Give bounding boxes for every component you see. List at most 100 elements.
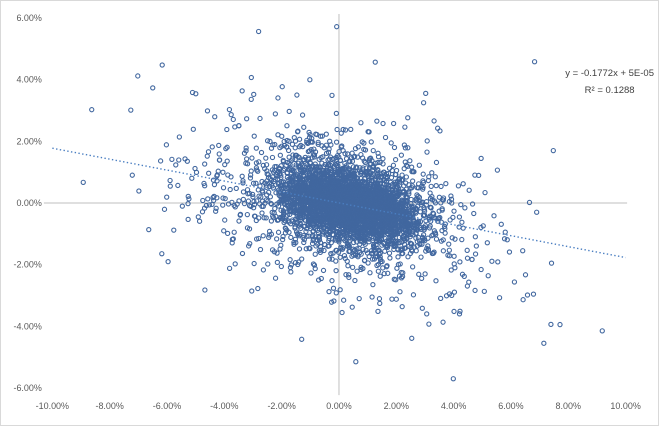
scatter-point xyxy=(296,144,303,150)
scatter-point xyxy=(495,259,501,265)
scatter-point xyxy=(346,274,352,281)
scatter-point xyxy=(355,212,362,218)
scatter-point xyxy=(390,120,397,127)
scatter-point xyxy=(257,246,264,253)
scatter-point xyxy=(419,199,426,205)
scatter-point xyxy=(315,277,322,283)
scatter-point xyxy=(368,161,374,167)
scatter-point xyxy=(261,215,267,221)
scatter-point xyxy=(342,232,348,239)
scatter-point xyxy=(313,131,319,137)
scatter-point xyxy=(226,265,233,271)
scatter-point xyxy=(240,189,247,195)
scatter-point xyxy=(268,218,275,224)
scatter-point xyxy=(205,196,211,202)
scatter-point xyxy=(250,205,257,211)
scatter-point xyxy=(234,201,240,207)
scatter-point xyxy=(382,248,388,254)
scatter-point xyxy=(409,241,415,247)
scatter-point xyxy=(381,270,387,277)
scatter-point xyxy=(337,177,343,183)
scatter-point xyxy=(232,261,238,267)
scatter-point xyxy=(195,214,201,220)
scatter-point xyxy=(347,248,353,254)
scatter-point xyxy=(206,202,213,208)
scatter-point xyxy=(290,199,296,205)
scatter-point xyxy=(501,236,508,242)
scatter-point xyxy=(378,219,385,225)
scatter-point xyxy=(274,170,281,176)
scatter-point xyxy=(213,208,219,214)
scatter-point xyxy=(377,231,384,237)
scatter-point xyxy=(310,205,316,211)
scatter-point xyxy=(356,167,363,173)
scatter-point xyxy=(498,221,504,227)
scatter-point xyxy=(375,159,381,166)
scatter-point xyxy=(239,250,246,257)
scatter-point xyxy=(401,226,407,233)
scatter-point xyxy=(300,169,307,175)
scatter-point xyxy=(375,150,381,156)
scatter-point xyxy=(283,196,289,203)
scatter-point xyxy=(274,236,280,242)
scatter-point xyxy=(385,270,391,276)
scatter-point xyxy=(368,247,375,254)
scatter-point xyxy=(376,296,383,302)
scatter-point xyxy=(451,289,458,295)
scatter-point xyxy=(290,205,296,211)
scatter-point xyxy=(223,145,229,152)
scatter-point xyxy=(294,129,301,135)
scatter-point xyxy=(370,250,376,256)
scatter-point xyxy=(301,167,308,173)
scatter-point xyxy=(473,243,479,249)
scatter-point xyxy=(315,209,321,215)
scatter-point xyxy=(491,213,497,219)
scatter-point xyxy=(243,145,249,151)
scatter-point xyxy=(548,260,555,266)
scatter-point xyxy=(439,206,445,212)
scatter-point xyxy=(464,247,470,253)
scatter-point xyxy=(286,108,292,115)
scatter-point xyxy=(299,336,305,342)
scatter-point xyxy=(216,151,222,157)
scatter-point xyxy=(402,159,408,165)
scatter-point xyxy=(341,166,347,173)
scatter-point xyxy=(233,185,239,192)
scatter-point xyxy=(458,202,464,208)
scatter-point xyxy=(311,221,317,227)
scatter-point xyxy=(420,100,427,106)
scatter-point xyxy=(161,206,168,212)
scatter-point xyxy=(380,156,386,162)
scatter-point xyxy=(220,169,226,175)
scatter-point xyxy=(157,158,164,164)
scatter-point xyxy=(196,218,203,224)
scatter-point xyxy=(278,215,284,221)
scatter-point xyxy=(425,235,431,241)
scatter-point xyxy=(370,282,376,288)
scatter-point xyxy=(179,203,185,209)
scatter-point xyxy=(423,202,429,208)
scatter-point xyxy=(431,198,438,204)
scatter-point xyxy=(327,207,334,213)
scatter-point xyxy=(359,211,365,218)
scatter-point xyxy=(300,172,307,179)
scatter-point xyxy=(292,260,299,266)
scatter-point xyxy=(250,194,256,200)
scatter-point xyxy=(389,296,395,302)
scatter-point xyxy=(251,133,257,139)
scatter-point xyxy=(433,182,439,189)
scatter-point xyxy=(320,267,327,274)
scatter-point xyxy=(371,214,377,221)
scatter-point xyxy=(425,246,432,252)
scatter-point xyxy=(354,154,361,160)
scatter-point xyxy=(362,241,368,247)
scatter-point xyxy=(281,166,288,172)
scatter-point xyxy=(265,261,271,267)
scatter-point xyxy=(333,139,340,145)
scatter-point xyxy=(176,157,182,163)
scatter-point xyxy=(299,256,305,262)
scatter-point xyxy=(280,236,286,243)
scatter-point xyxy=(341,297,347,303)
scatter-point xyxy=(266,189,272,195)
